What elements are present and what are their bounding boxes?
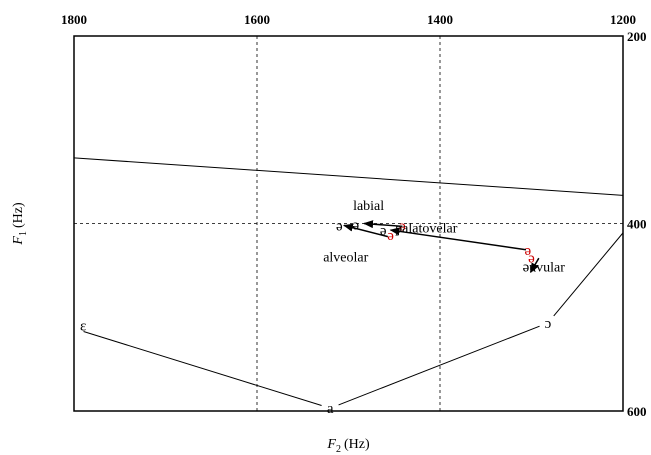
schwa-point: ə xyxy=(399,218,406,234)
vowel-point: ɛ xyxy=(80,319,86,335)
plot-frame xyxy=(73,35,624,412)
x-axis-symbol: F xyxy=(326,437,336,452)
formant-arrow xyxy=(363,220,403,229)
schwa-point: ə xyxy=(528,250,535,266)
x-tick-label: 1200 xyxy=(610,12,636,27)
y-axis-unit: (Hz) xyxy=(11,202,26,228)
y-axis-subscript: 1 xyxy=(18,231,29,236)
group-label: alveolar xyxy=(323,250,368,265)
group-labels: labial palatovelar alveolar uvular xyxy=(323,199,565,276)
x-axis-unit: (Hz) xyxy=(344,437,370,452)
vowel-point: a xyxy=(327,401,334,417)
x-axis-label: F2 (Hz) xyxy=(326,437,370,455)
y-axis-symbol: F xyxy=(11,236,26,246)
formant-arrow xyxy=(342,223,389,238)
group-label: uvular xyxy=(529,261,565,276)
vowel-point: ɔ xyxy=(545,316,552,332)
x-tick-label: 1400 xyxy=(427,12,453,27)
schwa-point: ə xyxy=(525,243,532,259)
contour-lines xyxy=(73,157,624,406)
schwa-point: ə xyxy=(336,218,343,234)
arrows xyxy=(342,220,540,274)
y-tick-label: 600 xyxy=(627,404,647,419)
tick-labels: 1800 1600 1400 1200 200 400 600 xyxy=(61,12,647,419)
group-label: palatovelar xyxy=(395,221,458,236)
x-tick-label: 1800 xyxy=(61,12,87,27)
schwa-point: ə xyxy=(380,223,387,239)
schwa-point: ə xyxy=(352,217,359,233)
formant-arrow xyxy=(529,257,540,274)
x-axis-subscript: 2 xyxy=(336,444,341,455)
y-tick-label: 400 xyxy=(627,217,647,232)
gridlines xyxy=(74,36,623,411)
x-tick-label: 1600 xyxy=(244,12,270,27)
schwa-point: ə xyxy=(523,260,530,276)
y-axis-label: F1 (Hz) xyxy=(11,202,29,246)
formant-arrow xyxy=(389,227,527,251)
vowel-space-edge xyxy=(553,232,624,317)
upper-contour-line xyxy=(73,157,624,196)
schwa-point: ə xyxy=(387,228,394,244)
vowel-space-edge xyxy=(83,330,322,406)
y-tick-label: 200 xyxy=(627,29,647,44)
vowel-space-edge xyxy=(338,325,540,406)
group-label: labial xyxy=(353,199,384,214)
